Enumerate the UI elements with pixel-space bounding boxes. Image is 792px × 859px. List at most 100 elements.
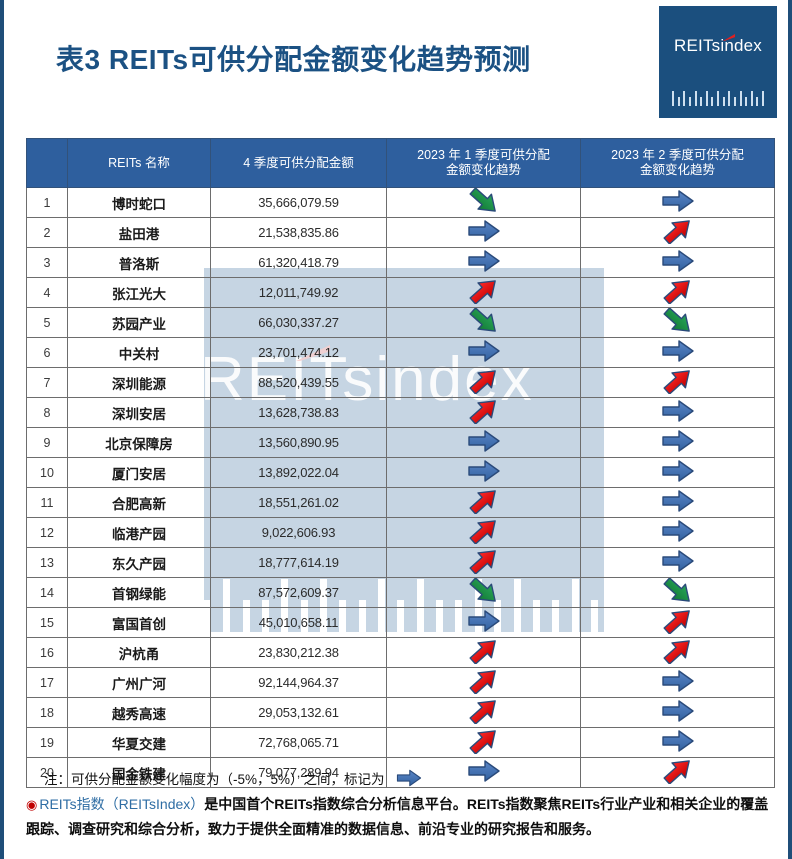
row-index: 9	[26, 427, 68, 458]
q1-trend-cell	[386, 697, 581, 728]
trend-up-arrow-icon	[661, 218, 695, 244]
trend-up-arrow-icon	[661, 758, 695, 784]
footnote-range-text: 注：可供分配金额变化幅度为（-5%，5%）之间，标记为	[44, 772, 385, 787]
reit-name: 博时蛇口	[67, 187, 211, 218]
q2-trend-cell	[580, 217, 775, 248]
distributable-amount: 13,892,022.04	[210, 457, 387, 488]
q1-trend-cell	[386, 367, 581, 398]
column-header-q1-line1: 2023 年 1 季度可供分配	[417, 148, 550, 162]
trend-right-arrow-icon	[467, 758, 501, 784]
trend-up-arrow-icon	[467, 368, 501, 394]
q2-trend-cell	[580, 487, 775, 518]
table-row: 8 深圳安居 13,628,738.83	[26, 397, 775, 428]
reit-name: 东久产园	[67, 547, 211, 578]
q2-trend-cell	[580, 607, 775, 638]
q2-trend-cell	[580, 637, 775, 668]
q1-trend-cell	[386, 337, 581, 368]
table-row: 17 广州广河 92,144,964.37	[26, 667, 775, 698]
q1-trend-cell	[386, 307, 581, 338]
trend-right-arrow-icon	[661, 728, 695, 754]
distributable-amount: 29,053,132.61	[210, 697, 387, 728]
trend-right-arrow-icon	[467, 248, 501, 274]
trend-up-arrow-icon	[467, 548, 501, 574]
trend-up-arrow-icon	[467, 728, 501, 754]
distributable-amount: 87,572,609.37	[210, 577, 387, 608]
q1-trend-cell	[386, 217, 581, 248]
distributable-amount: 13,628,738.83	[210, 397, 387, 428]
trend-right-arrow-icon	[661, 398, 695, 424]
column-header-amount: 4 季度可供分配金额	[210, 138, 387, 188]
row-index: 8	[26, 397, 68, 428]
q1-trend-cell	[386, 517, 581, 548]
row-index: 13	[26, 547, 68, 578]
distributable-amount: 12,011,749.92	[210, 277, 387, 308]
row-index: 10	[26, 457, 68, 488]
trend-up-arrow-icon	[467, 668, 501, 694]
row-index: 19	[26, 727, 68, 758]
table-row: 20 国金铁建 79,077,289.94	[26, 757, 775, 788]
trend-right-arrow-icon	[467, 218, 501, 244]
q1-trend-cell	[386, 727, 581, 758]
q1-trend-cell	[386, 277, 581, 308]
table-row: 19 华夏交建 72,768,065.71	[26, 727, 775, 758]
table-row: 18 越秀高速 29,053,132.61	[26, 697, 775, 728]
distributable-amount: 88,520,439.55	[210, 367, 387, 398]
page-header: 表3 REITs可供分配金额变化趋势预测 REITsindex	[4, 0, 788, 122]
column-header-q2-line1: 2023 年 2 季度可供分配	[611, 148, 744, 162]
table-row: 12 临港产园 9,022,606.93	[26, 517, 775, 548]
table-row: 14 首钢绿能 87,572,609.37	[26, 577, 775, 608]
q2-trend-cell	[580, 247, 775, 278]
distributable-amount: 35,666,079.59	[210, 187, 387, 218]
q2-trend-cell	[580, 307, 775, 338]
q2-trend-cell	[580, 337, 775, 368]
footnote-flat-arrow-icon	[393, 768, 425, 788]
row-index: 3	[26, 247, 68, 278]
distributable-amount: 45,010,658.11	[210, 607, 387, 638]
trend-right-arrow-icon	[467, 338, 501, 364]
q2-trend-cell	[580, 367, 775, 398]
trend-down-arrow-icon	[661, 308, 695, 334]
reit-name: 沪杭甬	[67, 637, 211, 668]
q2-trend-cell	[580, 457, 775, 488]
logo-text: REITsindex	[674, 36, 762, 55]
footnote-range: 注：可供分配金额变化幅度为（-5%，5%）之间，标记为	[26, 764, 774, 790]
logo-accent-icon	[723, 34, 735, 41]
trend-right-arrow-icon	[661, 248, 695, 274]
distributable-amount: 23,701,474.12	[210, 337, 387, 368]
trend-up-arrow-icon	[467, 698, 501, 724]
distributable-amount: 72,768,065.71	[210, 727, 387, 758]
trend-up-arrow-icon	[661, 638, 695, 664]
distributable-amount: 79,077,289.94	[210, 757, 387, 788]
q2-trend-cell	[580, 277, 775, 308]
distributable-amount: 92,144,964.37	[210, 667, 387, 698]
q1-trend-cell	[386, 667, 581, 698]
table-header-row: REITs 名称 4 季度可供分配金额 2023 年 1 季度可供分配 金额变化…	[26, 138, 775, 188]
reit-name: 普洛斯	[67, 247, 211, 278]
q2-trend-cell	[580, 427, 775, 458]
column-header-index	[26, 138, 68, 188]
row-index: 2	[26, 217, 68, 248]
table-row: 5 苏园产业 66,030,337.27	[26, 307, 775, 338]
column-header-q1-trend: 2023 年 1 季度可供分配 金额变化趋势	[386, 138, 581, 188]
footnote-link[interactable]: REITs指数（REITsIndex）	[39, 796, 205, 812]
q1-trend-cell	[386, 637, 581, 668]
table-body: 1 博时蛇口 35,666,079.59 2 盐田港 21,538,835.86 3 普洛斯 6…	[26, 187, 775, 788]
table-head: REITs 名称 4 季度可供分配金额 2023 年 1 季度可供分配 金额变化…	[26, 138, 775, 188]
q1-trend-cell	[386, 247, 581, 278]
distributable-amount: 66,030,337.27	[210, 307, 387, 338]
q1-trend-cell	[386, 577, 581, 608]
row-index: 5	[26, 307, 68, 338]
forecast-table: REITs 名称 4 季度可供分配金额 2023 年 1 季度可供分配 金额变化…	[26, 138, 775, 788]
reit-name: 苏园产业	[67, 307, 211, 338]
footer-notes: 注：可供分配金额变化幅度为（-5%，5%）之间，标记为 ◉ REITs指数（REI…	[26, 764, 774, 842]
row-index: 16	[26, 637, 68, 668]
reit-name: 盐田港	[67, 217, 211, 248]
q1-trend-cell	[386, 187, 581, 218]
trend-right-arrow-icon	[661, 698, 695, 724]
trend-right-arrow-icon	[661, 668, 695, 694]
q2-trend-cell	[580, 187, 775, 218]
row-index: 6	[26, 337, 68, 368]
trend-right-arrow-icon	[467, 458, 501, 484]
table-row: 16 沪杭甬 23,830,212.38	[26, 637, 775, 668]
